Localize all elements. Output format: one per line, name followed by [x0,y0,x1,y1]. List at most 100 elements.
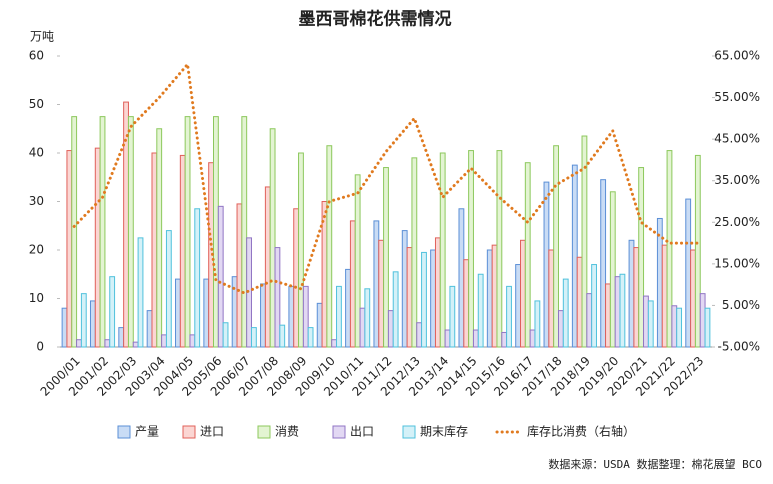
bar [647,300,654,348]
bar [217,205,224,348]
bar [316,302,323,348]
legend-label: 消费 [275,425,299,439]
bar [274,247,281,348]
bar [661,244,668,348]
bar [520,239,526,348]
bar [666,150,673,348]
bar [359,307,366,348]
bar [336,285,342,348]
y-tick-label: 10 [29,291,44,305]
bar [491,244,498,348]
bar [449,285,456,348]
bar [288,285,295,348]
bar [66,150,73,348]
bar [71,116,78,348]
bar [151,152,158,348]
bar [472,329,479,348]
bar [364,288,371,348]
bar [132,341,139,348]
bar [434,237,441,348]
y2-tick-label: 25.00% [714,215,760,229]
bar [331,339,338,348]
bar [137,237,144,348]
bar [609,191,616,348]
bar [411,157,418,348]
bar [123,101,129,348]
bar [307,327,314,348]
bar [354,174,361,348]
bar [99,116,106,348]
y-tick-label: 50 [29,97,44,111]
bar [439,152,446,348]
bar [477,273,484,348]
bar [685,198,692,348]
bar [529,329,536,348]
bar [463,259,470,348]
bar [444,329,451,348]
bar [619,273,626,348]
y2-tick-label: 45.00% [714,132,760,146]
legend-label: 期末库存 [420,424,468,439]
bar [279,324,286,348]
bar [161,334,167,348]
bar [524,162,531,348]
bar [586,293,593,348]
bar [175,278,181,348]
bar [127,116,134,348]
bar [694,154,701,348]
bar [109,276,116,348]
bar [264,186,271,348]
bar [383,167,389,348]
bar [189,334,196,348]
bar [671,305,678,348]
y2-tick-label: 35.00% [714,173,760,187]
bar [628,239,635,348]
bar [406,247,413,348]
legend-swatch [402,425,416,439]
bar [496,150,503,348]
bar [468,150,474,348]
bar [293,208,300,348]
legend-swatch [332,425,346,439]
bar [321,201,328,348]
bar [506,285,512,348]
bar [298,152,304,348]
bar [156,128,163,348]
bar [591,264,597,348]
y-tick-label: 30 [29,194,44,208]
bar [387,310,394,348]
y2-tick-label: 65.00% [714,49,760,63]
bar [302,285,309,348]
bar [643,295,649,348]
bar [184,116,191,348]
bar [326,145,333,348]
bar [61,307,68,348]
legend-swatch [257,425,271,439]
bar [269,128,276,348]
legend-label: 进口 [200,425,224,439]
y-tick-label: 20 [29,243,44,257]
bar [345,268,351,348]
bar [553,145,559,348]
y2-tick-label: 55.00% [714,90,760,104]
bar [146,310,153,348]
bar [349,220,356,348]
bar [600,179,607,348]
bar [165,230,172,348]
legend-swatch [117,425,131,439]
bar [704,307,711,348]
bar [430,249,436,348]
bar [515,264,522,348]
bar [89,300,96,348]
bar [94,147,101,348]
bar [638,167,645,348]
bar [213,116,219,348]
y2-tick-label: 5.00% [722,298,760,312]
bar [118,327,125,348]
bar [458,208,465,348]
bar [581,135,588,348]
y-tick-label: 60 [29,49,44,63]
bar [543,181,550,348]
bar [104,339,111,348]
bar [179,154,186,348]
